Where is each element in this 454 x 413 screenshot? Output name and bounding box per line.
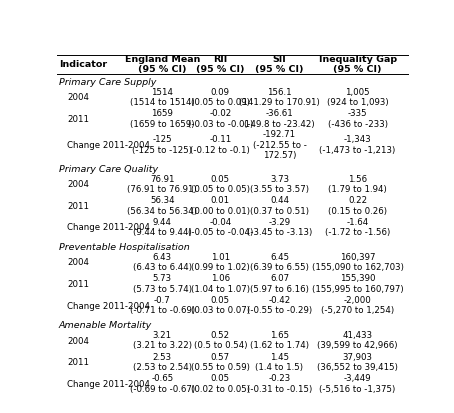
Text: 0.05
(0.02 to 0.05): 0.05 (0.02 to 0.05) — [191, 374, 250, 394]
Text: 1.01
(0.99 to 1.02): 1.01 (0.99 to 1.02) — [191, 253, 250, 272]
Text: -3,449
(-5,516 to -1,375): -3,449 (-5,516 to -1,375) — [320, 374, 396, 394]
Text: 2004: 2004 — [67, 337, 89, 346]
Text: -192.71
(-212.55 to -
172.57): -192.71 (-212.55 to - 172.57) — [252, 130, 306, 160]
Text: 37,903
(36,552 to 39,415): 37,903 (36,552 to 39,415) — [317, 353, 398, 372]
Text: 6.07
(5.97 to 6.16): 6.07 (5.97 to 6.16) — [250, 274, 309, 294]
Text: 2011: 2011 — [67, 358, 89, 367]
Text: 6.43
(6.43 to 6.44): 6.43 (6.43 to 6.44) — [133, 253, 192, 272]
Text: 1.06
(1.04 to 1.07): 1.06 (1.04 to 1.07) — [191, 274, 250, 294]
Text: -36.61
(-49.8 to -23.42): -36.61 (-49.8 to -23.42) — [244, 109, 315, 129]
Text: 56.34
(56.34 to 56.34): 56.34 (56.34 to 56.34) — [127, 196, 197, 216]
Text: SII
(95 % CI): SII (95 % CI) — [255, 55, 304, 74]
Text: 0.22
(0.15 to 0.26): 0.22 (0.15 to 0.26) — [328, 196, 387, 216]
Text: 2.53
(2.53 to 2.54): 2.53 (2.53 to 2.54) — [133, 353, 192, 372]
Text: -0.7
(-0.71 to -0.69): -0.7 (-0.71 to -0.69) — [130, 296, 195, 316]
Text: Preventable Hospitalisation: Preventable Hospitalisation — [59, 243, 190, 252]
Text: 0.44
(0.37 to 0.51): 0.44 (0.37 to 0.51) — [250, 196, 309, 216]
Text: Change 2011-2004: Change 2011-2004 — [67, 301, 150, 311]
Text: -1,343
(-1,473 to -1,213): -1,343 (-1,473 to -1,213) — [320, 135, 396, 154]
Text: Primary Care Supply: Primary Care Supply — [59, 78, 156, 87]
Text: 1.65
(1.62 to 1.74): 1.65 (1.62 to 1.74) — [250, 331, 309, 350]
Text: 0.09
(0.05 to 0.09): 0.09 (0.05 to 0.09) — [191, 88, 250, 107]
Text: 9.44
(9.44 to 9.44): 9.44 (9.44 to 9.44) — [133, 218, 192, 237]
Text: 0.01
(0.00 to 0.01): 0.01 (0.00 to 0.01) — [191, 196, 250, 216]
Text: 1514
(1514 to 1514): 1514 (1514 to 1514) — [130, 88, 195, 107]
Text: Change 2011-2004: Change 2011-2004 — [67, 380, 150, 389]
Text: 1.45
(1.4 to 1.5): 1.45 (1.4 to 1.5) — [256, 353, 303, 372]
Text: England Mean
(95 % CI): England Mean (95 % CI) — [124, 55, 200, 74]
Text: -0.11
(-0.12 to -0.1): -0.11 (-0.12 to -0.1) — [191, 135, 250, 154]
Text: Indicator: Indicator — [59, 60, 107, 69]
Text: 155,390
(155,995 to 160,797): 155,390 (155,995 to 160,797) — [312, 274, 404, 294]
Text: 3.73
(3.55 to 3.57): 3.73 (3.55 to 3.57) — [250, 175, 309, 194]
Text: 156.1
(141.29 to 170.91): 156.1 (141.29 to 170.91) — [239, 88, 320, 107]
Text: Amenable Mortality: Amenable Mortality — [59, 321, 152, 330]
Text: 6.45
(6.39 to 6.55): 6.45 (6.39 to 6.55) — [250, 253, 309, 272]
Text: 0.57
(0.55 to 0.59): 0.57 (0.55 to 0.59) — [191, 353, 250, 372]
Text: 3.21
(3.21 to 3.22): 3.21 (3.21 to 3.22) — [133, 331, 192, 350]
Text: Primary Care Quality: Primary Care Quality — [59, 165, 158, 173]
Text: 2004: 2004 — [67, 180, 89, 189]
Text: Change 2011-2004: Change 2011-2004 — [67, 141, 150, 150]
Text: -3.29
(-3.45 to -3.13): -3.29 (-3.45 to -3.13) — [247, 218, 312, 237]
Text: 2004: 2004 — [67, 93, 89, 102]
Text: -0.02
(-0.03 to -0.01): -0.02 (-0.03 to -0.01) — [188, 109, 253, 129]
Text: 2011: 2011 — [67, 115, 89, 124]
Text: 160,397
(155,090 to 162,703): 160,397 (155,090 to 162,703) — [311, 253, 404, 272]
Text: 1,005
(924 to 1,093): 1,005 (924 to 1,093) — [327, 88, 388, 107]
Text: 2004: 2004 — [67, 259, 89, 268]
Text: 41,433
(39,599 to 42,966): 41,433 (39,599 to 42,966) — [317, 331, 398, 350]
Text: -335
(-436 to -233): -335 (-436 to -233) — [328, 109, 388, 129]
Text: 2011: 2011 — [67, 202, 89, 211]
Text: -1.64
(-1.72 to -1.56): -1.64 (-1.72 to -1.56) — [325, 218, 390, 237]
Text: 5.73
(5.73 to 5.74): 5.73 (5.73 to 5.74) — [133, 274, 192, 294]
Text: 1.56
(1.79 to 1.94): 1.56 (1.79 to 1.94) — [328, 175, 387, 194]
Text: 1659
(1659 to 1659): 1659 (1659 to 1659) — [130, 109, 195, 129]
Text: Inequality Gap
(95 % CI): Inequality Gap (95 % CI) — [319, 55, 397, 74]
Text: -125
(-125 to -125): -125 (-125 to -125) — [132, 135, 192, 154]
Text: -0.65
(-0.69 to -0.67): -0.65 (-0.69 to -0.67) — [130, 374, 195, 394]
Text: 76.91
(76.91 to 76.91): 76.91 (76.91 to 76.91) — [128, 175, 197, 194]
Text: 2011: 2011 — [67, 280, 89, 289]
Text: -0.04
(-0.05 to -0.04): -0.04 (-0.05 to -0.04) — [188, 218, 253, 237]
Text: Change 2011-2004: Change 2011-2004 — [67, 223, 150, 233]
Text: 0.52
(0.5 to 0.54): 0.52 (0.5 to 0.54) — [193, 331, 247, 350]
Text: RII
(95 % CI): RII (95 % CI) — [196, 55, 245, 74]
Text: -0.42
(-0.55 to -0.29): -0.42 (-0.55 to -0.29) — [247, 296, 312, 316]
Text: 0.05
(0.03 to 0.07): 0.05 (0.03 to 0.07) — [191, 296, 250, 316]
Text: -0.23
(-0.31 to -0.15): -0.23 (-0.31 to -0.15) — [247, 374, 312, 394]
Text: 0.05
(0.05 to 0.05): 0.05 (0.05 to 0.05) — [191, 175, 250, 194]
Text: -2,000
(-5,270 to 1,254): -2,000 (-5,270 to 1,254) — [321, 296, 394, 316]
